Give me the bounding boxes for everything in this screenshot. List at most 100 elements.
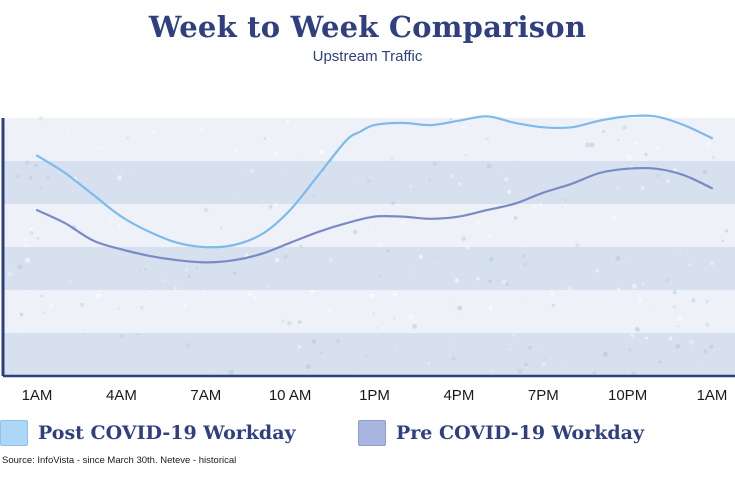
- speckle: [182, 303, 188, 309]
- speckle: [602, 351, 608, 357]
- speckle: [312, 194, 316, 198]
- speckle: [82, 329, 85, 331]
- speckle: [635, 326, 638, 329]
- speckle: [370, 293, 376, 299]
- x-tick-label: 4PM: [443, 387, 474, 404]
- speckle: [454, 303, 457, 306]
- background-bands: [3, 118, 735, 376]
- speckle: [133, 173, 136, 176]
- speckle: [487, 279, 492, 284]
- legend-item-post-covid: Post COVID-19 Workday: [0, 418, 296, 448]
- speckle: [352, 229, 358, 235]
- speckle: [274, 257, 280, 263]
- speckle: [389, 156, 394, 161]
- speckle: [66, 131, 70, 135]
- speckle: [377, 274, 382, 279]
- speckle: [232, 271, 237, 275]
- legend-swatch-post-covid: [0, 420, 28, 446]
- speckle: [310, 289, 315, 294]
- speckle: [120, 171, 122, 173]
- speckle: [266, 256, 268, 257]
- speckle: [503, 177, 509, 182]
- speckle: [7, 271, 13, 277]
- speckle: [644, 152, 648, 156]
- speckle: [40, 294, 43, 298]
- speckle: [464, 153, 468, 157]
- speckle: [220, 256, 223, 259]
- speckle: [126, 137, 129, 140]
- speckle: [328, 258, 333, 263]
- speckle: [687, 263, 692, 268]
- speckle: [152, 130, 155, 134]
- speckle: [244, 253, 249, 258]
- speckle: [635, 327, 640, 332]
- speckle: [34, 163, 38, 168]
- speckle: [139, 269, 142, 271]
- speckle: [378, 243, 382, 246]
- speckle: [601, 229, 604, 232]
- speckle: [412, 323, 417, 329]
- x-tick-label: 1AM: [22, 387, 53, 404]
- speckle: [390, 200, 396, 206]
- speckle: [227, 217, 230, 220]
- speckle: [633, 141, 638, 145]
- speckle: [428, 178, 432, 182]
- speckle: [515, 305, 519, 310]
- speckle: [283, 254, 288, 260]
- speckle: [300, 156, 302, 159]
- speckle: [29, 231, 34, 235]
- speckle: [297, 320, 302, 325]
- speckle: [396, 346, 398, 348]
- chart-title: Week to Week Comparison: [148, 10, 587, 44]
- speckle: [23, 237, 27, 241]
- speckle: [656, 146, 660, 151]
- legend-item-pre-covid: Pre COVID-19 Workday: [358, 418, 644, 448]
- speckle: [427, 362, 430, 365]
- speckle: [260, 146, 263, 149]
- speckle: [19, 312, 24, 317]
- speckle: [432, 161, 438, 167]
- speckle: [164, 187, 166, 189]
- speckle: [517, 368, 523, 374]
- speckle: [458, 286, 460, 288]
- speckle: [266, 285, 269, 288]
- x-tick-label: 10 AM: [269, 387, 312, 404]
- speckle: [68, 280, 72, 283]
- speckle: [366, 179, 371, 184]
- speckle: [100, 146, 104, 150]
- speckle: [486, 163, 492, 169]
- speckle: [234, 192, 236, 194]
- speckle: [658, 360, 662, 364]
- speckle: [410, 270, 412, 272]
- speckle: [653, 305, 655, 307]
- speckle: [459, 312, 461, 314]
- speckle: [522, 254, 526, 258]
- speckle: [549, 291, 555, 296]
- speckle: [29, 152, 31, 154]
- x-tick-label: 1AM: [697, 387, 728, 404]
- speckle: [672, 290, 677, 295]
- speckle: [706, 141, 711, 147]
- speckle: [286, 119, 290, 123]
- speckle: [564, 363, 567, 365]
- speckle: [488, 305, 493, 311]
- speckle: [273, 151, 279, 157]
- speckle: [376, 327, 378, 329]
- speckle: [675, 343, 681, 349]
- speckle: [303, 137, 306, 140]
- series-lines: [35, 114, 714, 264]
- speckle: [117, 307, 120, 310]
- speckle: [520, 321, 522, 323]
- speckle: [186, 343, 191, 348]
- speckle: [261, 206, 264, 208]
- speckle: [23, 334, 25, 336]
- speckle: [724, 229, 729, 233]
- speckle: [392, 292, 398, 298]
- speckle: [253, 296, 257, 300]
- speckle: [306, 364, 311, 369]
- source-note: Source: InfoVista - since March 30th. Ne…: [2, 455, 237, 466]
- speckle: [507, 189, 512, 194]
- speckle: [514, 162, 517, 164]
- speckle: [250, 169, 255, 174]
